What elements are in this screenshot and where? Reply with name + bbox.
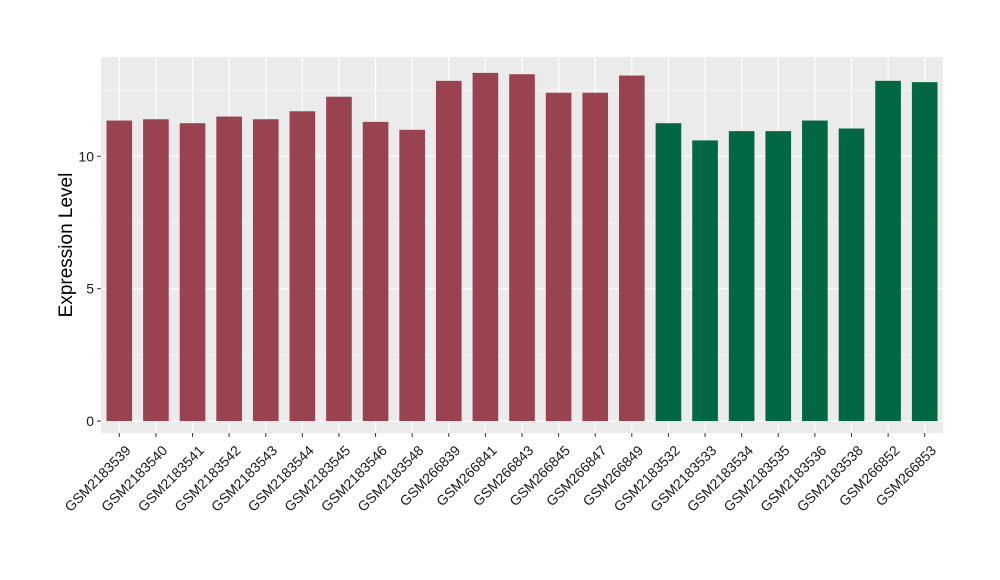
bar-GSM2183535: [765, 131, 792, 422]
bar-GSM2183545: [326, 96, 352, 422]
bar-GSM266852: [875, 80, 901, 422]
bar-GSM2183542: [216, 116, 242, 422]
x-axis: GSM2183539GSM2183540GSM2183541GSM2183542…: [61, 433, 939, 515]
bar-GSM2183546: [362, 121, 389, 422]
bar-GSM2183539: [106, 120, 133, 422]
bar-GSM2183548: [399, 129, 425, 422]
bar-GSM2183534: [728, 131, 755, 422]
y-tick-label: 10: [78, 148, 94, 164]
bar-GSM266849: [619, 75, 645, 422]
bar-GSM2183533: [692, 140, 718, 422]
bar-GSM266843: [509, 74, 535, 422]
bar-GSM266847: [582, 92, 609, 422]
bar-GSM2183540: [143, 119, 169, 422]
bars: [106, 72, 938, 422]
y-axis: 0 5 10: [78, 148, 101, 429]
bar-GSM2183543: [252, 119, 279, 422]
bar-GSM266839: [435, 80, 462, 422]
bar-GSM2183536: [802, 120, 828, 422]
y-axis-title: Expression Level: [56, 173, 77, 318]
bar-GSM2183532: [655, 123, 682, 422]
bar-GSM2183544: [289, 111, 316, 422]
bar-GSM266845: [545, 92, 572, 422]
bar-GSM266841: [472, 72, 499, 422]
bar-GSM2183541: [179, 123, 206, 422]
y-tick-label: 5: [86, 281, 94, 297]
bar-GSM2183538: [838, 128, 865, 422]
bar-GSM266853: [911, 82, 938, 422]
y-tick-label: 0: [86, 413, 94, 429]
